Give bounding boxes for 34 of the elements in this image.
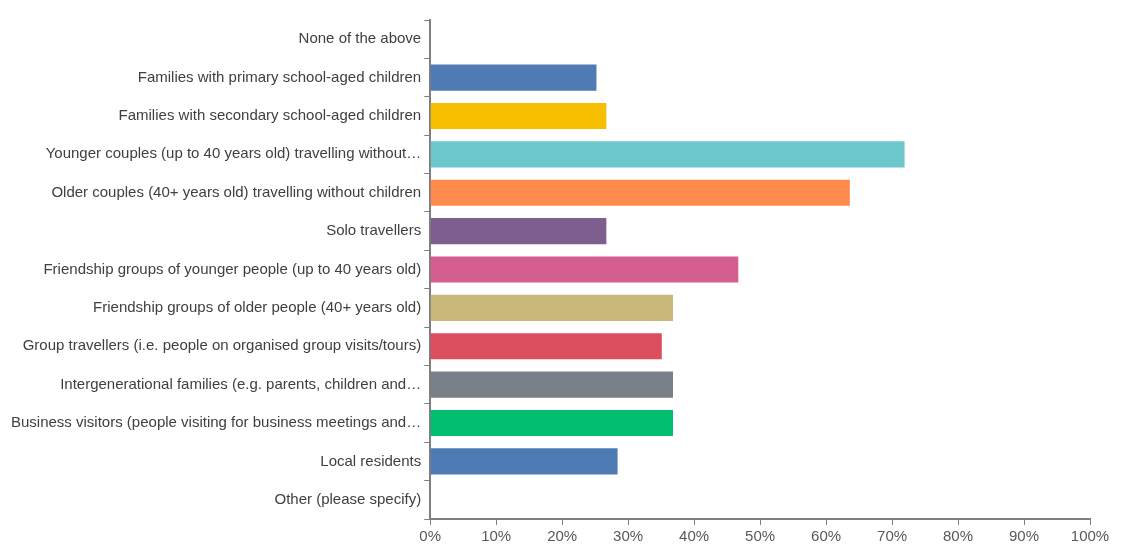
bar [430,179,850,206]
bar [430,409,673,437]
bar [430,294,673,321]
x-tick-label: 80% [943,527,974,545]
y-tick-label: Other (please specify) [274,489,422,507]
y-tick-label: Friendship groups of younger people (up to 40 years old) [43,259,422,277]
y-tick-label: None of the above [298,29,422,47]
x-tick-label: 20% [547,527,578,545]
bar [430,333,662,360]
x-tick-label: 30% [613,527,644,545]
x-tick-label: 10% [481,527,512,545]
y-tick-label: Older couples (40+ years old) travelling without children [51,182,422,200]
y-tick-label: Business visitors (people visiting for business meetings and… [10,413,422,431]
bar [430,64,597,91]
bar [430,448,618,475]
y-tick-label: Families with secondary school-aged children [118,106,422,124]
y-tick-label: Intergenerational families (e.g. parents, children and… [60,374,422,392]
y-tick-label: Local residents [320,451,422,469]
x-tick-label: 100% [1070,527,1110,545]
bar [430,218,607,245]
y-tick-label: Solo travellers [326,221,422,239]
x-tick-label: 40% [679,527,710,545]
y-tick-label: Families with primary school-aged children [137,67,422,85]
x-tick-label: 90% [1009,527,1040,545]
x-tick-label: 50% [745,527,776,545]
y-tick-label: Friendship groups of older people (40+ years old) [93,298,422,316]
x-tick-label: 60% [811,527,842,545]
bar [430,102,607,130]
y-tick-label: Group travellers (i.e. people on organised group visits/tours) [22,336,422,354]
bar [430,256,739,283]
y-tick-label: Younger couples (up to 40 years old) travelling without… [45,144,422,162]
x-tick-label: 0% [419,527,442,545]
bar [430,141,905,168]
x-tick-label: 70% [877,527,908,545]
